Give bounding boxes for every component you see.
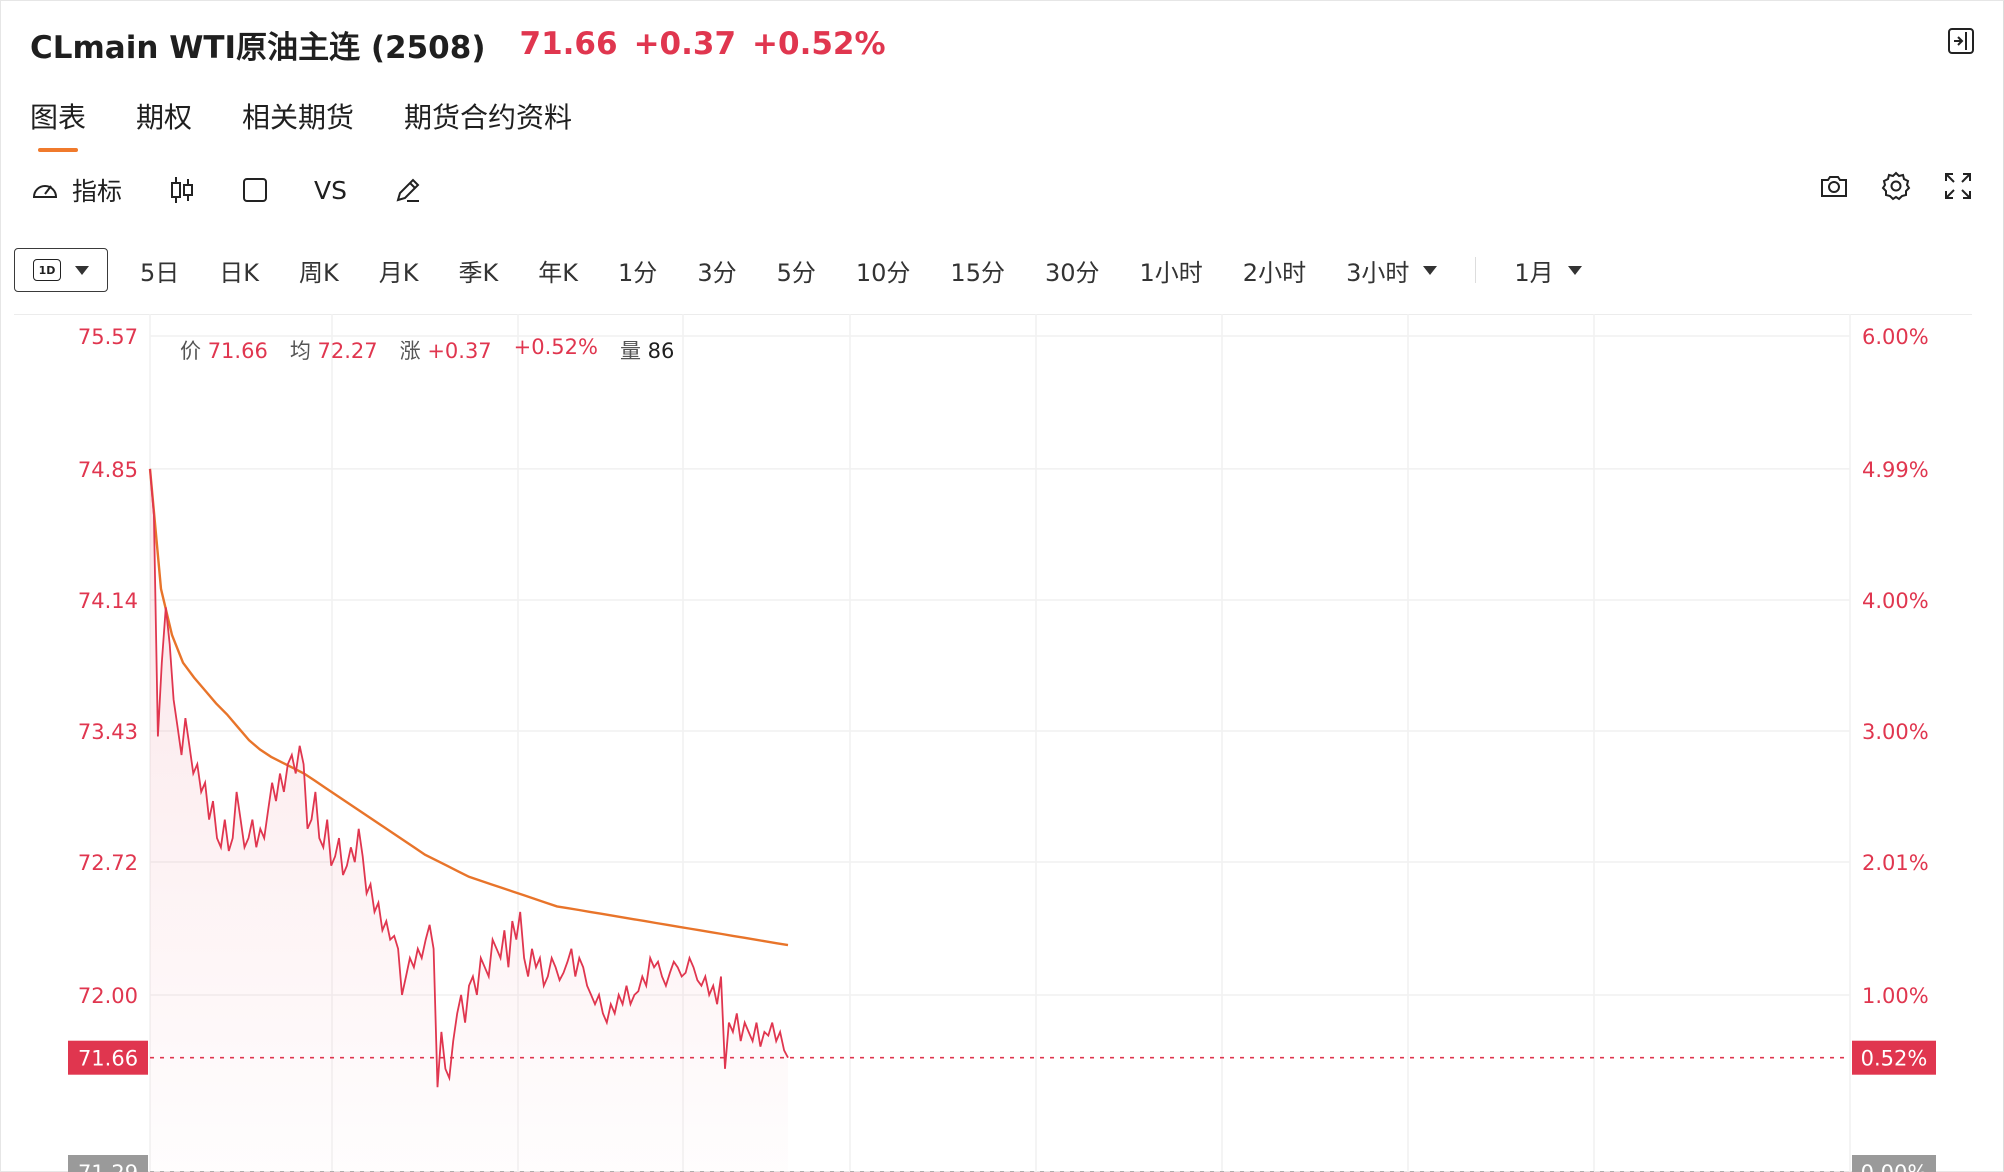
left-axis-tick: 72.00 bbox=[78, 984, 138, 1008]
candlestick-icon bbox=[168, 175, 196, 205]
period-2hour[interactable]: 2小时 bbox=[1242, 258, 1307, 287]
info-price-value: 71.66 bbox=[207, 339, 268, 363]
tab-bar: 图表 期权 相关期货 期货合约资料 bbox=[30, 96, 572, 152]
indicator-button[interactable]: 指标 bbox=[30, 172, 122, 208]
average-price-line bbox=[148, 468, 789, 947]
info-avg-value: 72.27 bbox=[317, 339, 378, 363]
draw-button[interactable] bbox=[393, 175, 423, 205]
gear-icon bbox=[1880, 170, 1912, 202]
info-chg-value: +0.37 bbox=[427, 339, 492, 363]
right-axis-tick: 2.01% bbox=[1862, 851, 1929, 875]
period-day[interactable]: 日K bbox=[219, 258, 260, 287]
fullscreen-icon bbox=[1942, 170, 1974, 202]
camera-icon bbox=[1818, 170, 1850, 202]
current-price-tag bbox=[68, 1040, 148, 1075]
caret-down-icon bbox=[1423, 265, 1438, 275]
price-change-pct: +0.52% bbox=[752, 26, 886, 62]
period-quarter[interactable]: 季K bbox=[458, 258, 499, 287]
info-pct-value: +0.52% bbox=[513, 335, 598, 359]
price-area-fill bbox=[150, 468, 788, 1172]
period-month[interactable]: 月K bbox=[378, 258, 419, 287]
right-axis-tick: 1.00% bbox=[1862, 984, 1929, 1008]
period-30min[interactable]: 30分 bbox=[1044, 258, 1100, 287]
chart-grid bbox=[149, 314, 1851, 1172]
screenshot-button[interactable] bbox=[1818, 170, 1850, 202]
tab-options[interactable]: 期权 bbox=[136, 101, 193, 134]
right-axis-tick: 3.00% bbox=[1862, 720, 1929, 744]
period-5min[interactable]: 5分 bbox=[776, 258, 816, 287]
period-bar: 1D 5日 日K 周K 月K 季K 年K 1分 3分 5分 10分 15分 30… bbox=[14, 246, 1602, 294]
range-month-label: 1月 bbox=[1514, 258, 1554, 287]
right-axis-tick: 4.00% bbox=[1862, 589, 1929, 613]
draw-pen-icon bbox=[393, 175, 423, 205]
period-10min[interactable]: 10分 bbox=[855, 258, 911, 287]
info-price-key: 价 bbox=[180, 339, 201, 363]
period-more-label: 3小时 bbox=[1346, 258, 1410, 287]
period-1hour[interactable]: 1小时 bbox=[1139, 258, 1203, 287]
left-axis-tick: 74.85 bbox=[78, 458, 138, 482]
info-avg-key: 均 bbox=[289, 339, 311, 363]
info-chg-key: 涨 bbox=[399, 339, 421, 363]
chart-axes: 75.57 6.00% 74.85 4.99% 74.14 4.00% 73.43 3.00%… bbox=[68, 325, 1936, 1172]
current-pct-tag-label: 0.52% bbox=[1861, 1047, 1928, 1071]
period-1min[interactable]: 1分 bbox=[618, 258, 658, 287]
vs-label: VS bbox=[314, 175, 347, 205]
right-axis-tick: 6.00% bbox=[1862, 325, 1929, 349]
period-3min[interactable]: 3分 bbox=[697, 258, 737, 287]
left-axis-tick: 72.72 bbox=[78, 851, 138, 875]
info-vol-key: 量 bbox=[619, 339, 641, 363]
chart-toolbar: 指标 VS bbox=[30, 172, 423, 208]
divider bbox=[14, 314, 1972, 315]
price-change: +0.37 bbox=[633, 26, 737, 62]
tab-contract-info[interactable]: 期货合约资料 bbox=[404, 101, 573, 134]
prev-close-pct-tag bbox=[1852, 1155, 1936, 1172]
chart-lines bbox=[148, 468, 1850, 1172]
caret-down-icon bbox=[75, 265, 89, 275]
left-axis-tick: 74.14 bbox=[78, 589, 138, 613]
prev-close-pct-tag-label: 0.00% bbox=[1861, 1161, 1928, 1172]
right-axis-tick: 4.99% bbox=[1862, 458, 1929, 482]
instrument-title: CLmain WTI原油主连 (2508) bbox=[30, 29, 486, 66]
settings-button[interactable] bbox=[1880, 170, 1912, 202]
square-icon bbox=[242, 177, 268, 203]
caret-down-icon bbox=[1567, 265, 1582, 275]
prev-close-tag-label: 71.29 bbox=[78, 1161, 138, 1172]
intraday-chart[interactable]: 75.57 6.00% 74.85 4.99% 74.14 4.00% 73.43 3.00%… bbox=[0, 314, 2004, 1172]
gauge-icon bbox=[30, 175, 60, 205]
period-5d[interactable]: 5日 bbox=[140, 258, 180, 287]
chart-type-button[interactable] bbox=[168, 175, 196, 205]
period-15min[interactable]: 15分 bbox=[950, 258, 1005, 287]
period-year[interactable]: 年K bbox=[538, 258, 579, 287]
tab-chart[interactable]: 图表 bbox=[30, 96, 86, 152]
tab-related-futures[interactable]: 相关期货 bbox=[242, 101, 355, 134]
price-area bbox=[150, 468, 788, 1172]
current-pct-tag bbox=[1852, 1040, 1936, 1075]
last-price: 71.66 bbox=[519, 26, 618, 62]
prev-close-tag bbox=[68, 1155, 148, 1172]
period-badge: 1D bbox=[33, 259, 61, 281]
current-price-tag-label: 71.66 bbox=[78, 1047, 138, 1071]
left-axis-tick: 73.43 bbox=[78, 720, 138, 744]
period-week[interactable]: 周K bbox=[299, 258, 339, 287]
chart-period-select[interactable]: 1D bbox=[14, 248, 108, 292]
period-more-dropdown[interactable]: 3小时 bbox=[1326, 253, 1457, 288]
right-toolbar bbox=[1818, 170, 1974, 202]
divider bbox=[1475, 257, 1477, 283]
shape-button[interactable] bbox=[242, 177, 268, 203]
indicator-label: 指标 bbox=[72, 177, 123, 206]
fullscreen-button[interactable] bbox=[1942, 170, 1974, 202]
left-axis-tick: 75.57 bbox=[78, 325, 138, 349]
info-vol-value: 86 bbox=[647, 339, 675, 363]
range-month-dropdown[interactable]: 1月 bbox=[1494, 253, 1601, 288]
compare-button[interactable]: VS bbox=[314, 176, 347, 205]
price-line bbox=[149, 468, 789, 1088]
exit-icon[interactable] bbox=[1946, 26, 1976, 56]
crosshair-info: 价 71.66 均 72.27 涨 +0.37 +0.52% 量 86 bbox=[180, 335, 674, 365]
quote-header: CLmain WTI原油主连 (2508) 71.66 +0.37 +0.52% bbox=[30, 20, 886, 68]
